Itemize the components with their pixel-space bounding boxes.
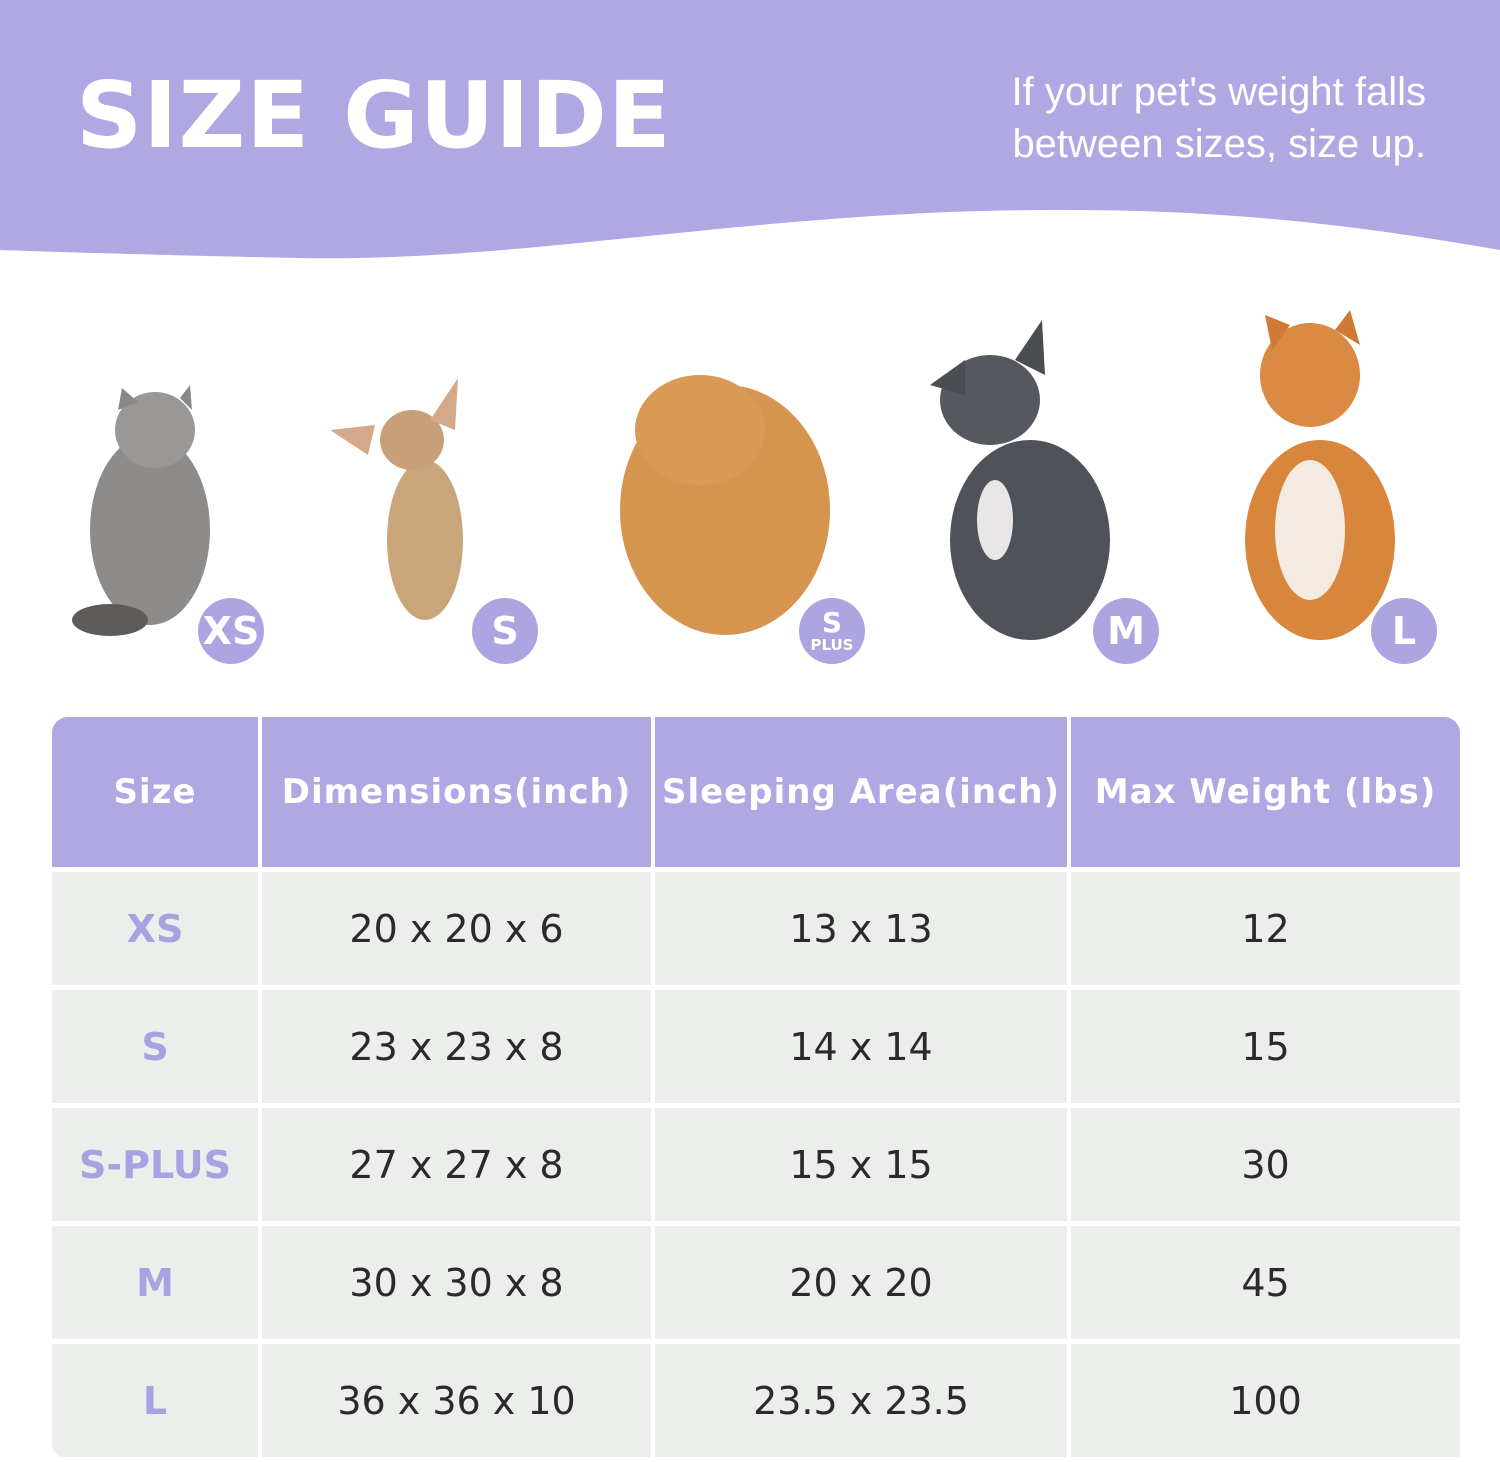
sleeping-area-cell: 13 x 13 [655, 872, 1067, 985]
table-row: XS 20 x 20 x 6 13 x 13 12 [52, 872, 1460, 985]
sleeping-area-cell: 15 x 15 [655, 1108, 1067, 1221]
max-weight-cell: 100 [1071, 1344, 1460, 1457]
header-size: Size [52, 717, 258, 867]
sleeping-area-cell: 20 x 20 [655, 1226, 1067, 1339]
max-weight-cell: 30 [1071, 1108, 1460, 1221]
dimensions-cell: 30 x 30 x 8 [262, 1226, 651, 1339]
size-note-line: If your pet's weight falls [1011, 70, 1427, 114]
table-row: M 30 x 30 x 8 20 x 20 45 [52, 1226, 1460, 1339]
sleeping-area-cell: 23.5 x 23.5 [655, 1344, 1067, 1457]
size-cell: S [52, 990, 258, 1103]
size-badge-s: S [472, 598, 538, 664]
page-title: SIZE GUIDE [76, 62, 672, 169]
chihuahua-image [330, 378, 463, 620]
dimensions-cell: 23 x 23 x 8 [262, 990, 651, 1103]
header-banner [0, 0, 1500, 259]
dimensions-cell: 36 x 36 x 10 [262, 1344, 651, 1457]
badge-label: M [1107, 609, 1145, 653]
sleeping-area-cell: 14 x 14 [655, 990, 1067, 1103]
size-badge-m: M [1093, 598, 1159, 664]
table-row: L 36 x 36 x 10 23.5 x 23.5 100 [52, 1344, 1460, 1457]
size-cell: M [52, 1226, 258, 1339]
header-dimensions: Dimensions(inch) [262, 717, 651, 867]
badge-label: XS [202, 609, 260, 653]
cat-image [72, 385, 210, 636]
dimensions-cell: 20 x 20 x 6 [262, 872, 651, 985]
size-cell: S-PLUS [52, 1108, 258, 1221]
size-cell: L [52, 1344, 258, 1457]
shiba-inu-image [1245, 310, 1395, 640]
badge-label: S [491, 609, 519, 653]
pomeranian-image [620, 375, 830, 635]
dimensions-cell: 27 x 27 x 8 [262, 1108, 651, 1221]
badge-label: L [1391, 609, 1417, 653]
size-badge-l: L [1371, 598, 1437, 664]
size-badge-xs: XS [198, 598, 264, 664]
size-table: Size Dimensions(inch) Sleeping Area(inch… [48, 712, 1464, 1462]
max-weight-cell: 12 [1071, 872, 1460, 985]
pet-illustrations [72, 310, 1395, 640]
header-max-weight: Max Weight (lbs) [1071, 717, 1460, 867]
size-note: If your pet's weight falls between sizes… [1012, 66, 1427, 170]
max-weight-cell: 15 [1071, 990, 1460, 1103]
french-bulldog-image [930, 320, 1110, 640]
size-cell: XS [52, 872, 258, 985]
size-badge-s-plus: S PLUS [799, 598, 865, 664]
max-weight-cell: 45 [1071, 1226, 1460, 1339]
table-row: S 23 x 23 x 8 14 x 14 15 [52, 990, 1460, 1103]
badge-label: S [821, 606, 843, 639]
badge-sublabel: PLUS [810, 636, 854, 654]
header-sleeping-area: Sleeping Area(inch) [655, 717, 1067, 867]
table-header-row: Size Dimensions(inch) Sleeping Area(inch… [52, 717, 1460, 867]
table-row: S-PLUS 27 x 27 x 8 15 x 15 30 [52, 1108, 1460, 1221]
size-note-line: between sizes, size up. [1012, 122, 1426, 166]
